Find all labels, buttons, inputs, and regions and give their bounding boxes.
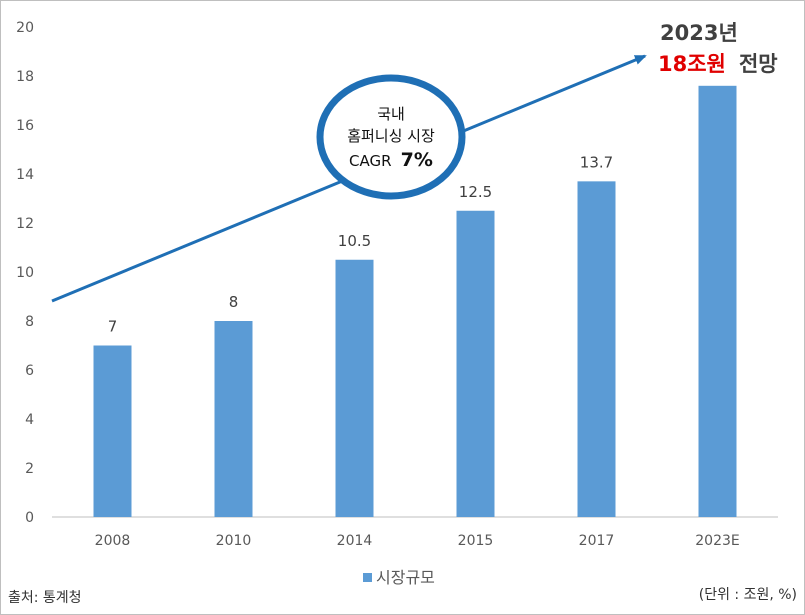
data-label: 13.7 — [580, 153, 613, 171]
legend-swatch — [363, 573, 372, 582]
y-tick-label: 16 — [16, 118, 34, 134]
bar-2015 — [456, 210, 495, 517]
y-tick-label: 2 — [25, 461, 34, 477]
x-tick-label: 2023E — [695, 533, 739, 549]
x-tick-label: 2015 — [458, 533, 494, 549]
annotation-value: 18조원 — [658, 52, 726, 76]
y-tick-label: 12 — [16, 216, 34, 232]
annotation-value-line: 18조원 전망 — [658, 52, 778, 76]
data-label: 8 — [229, 293, 239, 311]
y-tick-label: 0 — [25, 510, 34, 526]
unit-note: (단위 : 조원, %) — [699, 587, 797, 603]
x-tick-label: 2017 — [579, 533, 615, 549]
annotation-suffix: 전망 — [739, 52, 778, 76]
y-tick-label: 4 — [25, 412, 34, 428]
data-label: 10.5 — [338, 232, 371, 250]
cagr-line1: 국내 — [377, 105, 405, 123]
data-label: 12.5 — [459, 183, 492, 201]
x-tick-label: 2008 — [95, 533, 131, 549]
x-tick-label: 2014 — [337, 533, 373, 549]
y-tick-label: 6 — [25, 363, 34, 379]
x-tick-label: 2010 — [216, 533, 252, 549]
y-tick-label: 8 — [25, 314, 34, 330]
data-labels: 7 8 10.5 12.5 13.7 — [108, 153, 613, 335]
cagr-value: 7% — [401, 149, 433, 171]
bars — [93, 85, 737, 518]
data-label: 7 — [108, 318, 118, 336]
bar-2008 — [93, 345, 132, 517]
cagr-circle — [316, 74, 466, 200]
y-tick-label: 18 — [16, 69, 34, 85]
x-axis-ticks: 2008 2010 2014 2015 2017 2023E — [95, 533, 740, 549]
annotation-year: 2023년 — [660, 21, 738, 45]
y-tick-label: 14 — [16, 167, 34, 183]
y-tick-label: 10 — [16, 265, 34, 281]
bar-2010 — [214, 321, 253, 517]
y-tick-label: 20 — [16, 20, 34, 36]
legend-label: 시장규모 — [376, 568, 435, 587]
bar-2023e — [698, 85, 737, 518]
bar-2014 — [335, 259, 374, 517]
cagr-line3: CAGR 7% — [349, 149, 433, 171]
bar-2017 — [577, 181, 616, 517]
source-note: 출처: 통계청 — [8, 590, 82, 606]
cagr-label: CAGR — [349, 152, 392, 170]
y-axis-ticks: 0 2 4 6 8 10 12 14 16 18 20 — [16, 20, 34, 526]
cagr-line2: 홈퍼니싱 시장 — [347, 127, 435, 145]
